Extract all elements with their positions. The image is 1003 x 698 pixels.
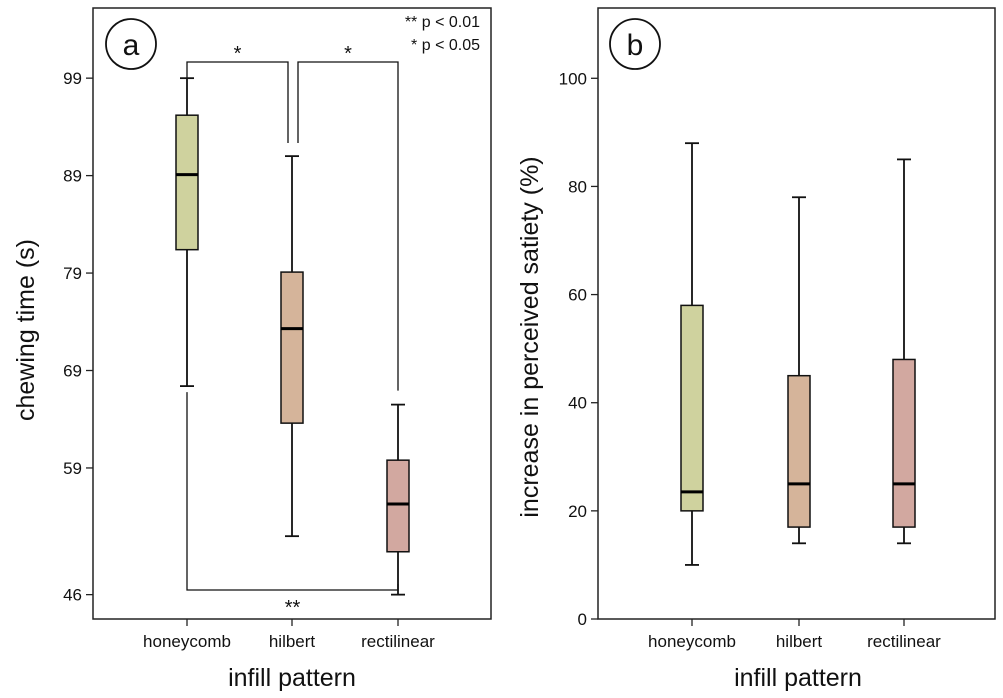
bracket-line bbox=[297, 61, 399, 391]
panel-a-ytick-label: 46 bbox=[63, 586, 82, 605]
iqr-box bbox=[386, 459, 410, 553]
iqr-box bbox=[680, 304, 704, 512]
panel-b-ytick-label: 100 bbox=[559, 69, 587, 88]
panel-a-xlabel: infill pattern bbox=[228, 664, 356, 692]
panel-a-box-hilbert bbox=[280, 155, 304, 538]
bracket-line bbox=[186, 392, 399, 591]
panel-b-xlabel: infill pattern bbox=[734, 664, 862, 692]
panel-b-boxes bbox=[680, 142, 916, 566]
iqr-box bbox=[175, 114, 199, 251]
panel-b-box-hilbert bbox=[787, 196, 811, 545]
significance-bracket-hilbert-rectilinear: * bbox=[297, 43, 399, 391]
significance-label: * bbox=[344, 43, 352, 65]
panel-b-xtick-label: honeycomb bbox=[648, 632, 736, 651]
panel-a-xtick-label: honeycomb bbox=[143, 632, 231, 651]
panel-a: a ** p < 0.01 * p < 0.05 46 59 69 79 89 99 ho… bbox=[12, 7, 492, 692]
panel-a-significance: * *** bbox=[186, 43, 399, 619]
panel-a-letter-circle bbox=[105, 18, 157, 70]
panel-a-ytick-label: 89 bbox=[63, 167, 82, 186]
panel-b-xtick-label: rectilinear bbox=[867, 632, 941, 651]
iqr-box bbox=[280, 271, 304, 424]
significance-bracket-honeycomb-rectilinear: ** bbox=[186, 392, 399, 619]
panel-b-frame bbox=[597, 7, 996, 620]
panel-a-y-axis: 46 59 69 79 89 99 bbox=[63, 69, 93, 605]
panel-b: b 0 20 40 60 80 100 honeycomb hilbert rectiline… bbox=[516, 7, 996, 692]
panel-b-ytick-label: 0 bbox=[578, 610, 587, 629]
panel-a-box-honeycomb bbox=[175, 77, 199, 387]
panel-b-ylabel: increase in perceived satiety (%) bbox=[516, 156, 544, 517]
panel-b-ytick-label: 40 bbox=[568, 394, 587, 413]
significance-label: * bbox=[234, 43, 242, 65]
panel-b-letter-circle bbox=[609, 18, 661, 70]
bracket-line bbox=[186, 61, 289, 143]
panel-a-xtick-label: rectilinear bbox=[361, 632, 435, 651]
iqr-box bbox=[892, 358, 916, 528]
panel-b-ytick-label: 80 bbox=[568, 177, 587, 196]
significance-bracket-honeycomb-hilbert: * bbox=[186, 43, 289, 143]
panel-a-ytick-label: 79 bbox=[63, 264, 82, 283]
legend-p005: * p < 0.05 bbox=[411, 37, 480, 54]
panel-a-ytick-label: 59 bbox=[63, 459, 82, 478]
panel-b-box-rectilinear bbox=[892, 158, 916, 545]
panel-b-x-axis: honeycomb hilbert rectilinear bbox=[648, 619, 941, 651]
iqr-box bbox=[787, 374, 811, 528]
panel-a-ylabel: chewing time (s) bbox=[12, 239, 40, 421]
panel-a-ytick-label: 99 bbox=[63, 69, 82, 88]
panel-a-letter: a bbox=[123, 29, 140, 62]
panel-b-y-axis: 0 20 40 60 80 100 bbox=[559, 69, 598, 629]
panel-a-xtick-label: hilbert bbox=[269, 632, 316, 651]
panel-a-box-rectilinear bbox=[386, 403, 410, 596]
panel-b-box-honeycomb bbox=[680, 142, 704, 566]
panel-b-ytick-label: 60 bbox=[568, 286, 587, 305]
legend-p001: ** p < 0.01 bbox=[405, 14, 480, 31]
panel-b-xtick-label: hilbert bbox=[776, 632, 823, 651]
panel-b-letter: b bbox=[627, 29, 644, 62]
panel-a-x-axis: honeycomb hilbert rectilinear bbox=[143, 619, 435, 651]
panel-b-ytick-label: 20 bbox=[568, 502, 587, 521]
significance-label: ** bbox=[285, 597, 301, 619]
panel-a-boxes bbox=[175, 77, 410, 596]
panel-a-ytick-label: 69 bbox=[63, 362, 82, 381]
